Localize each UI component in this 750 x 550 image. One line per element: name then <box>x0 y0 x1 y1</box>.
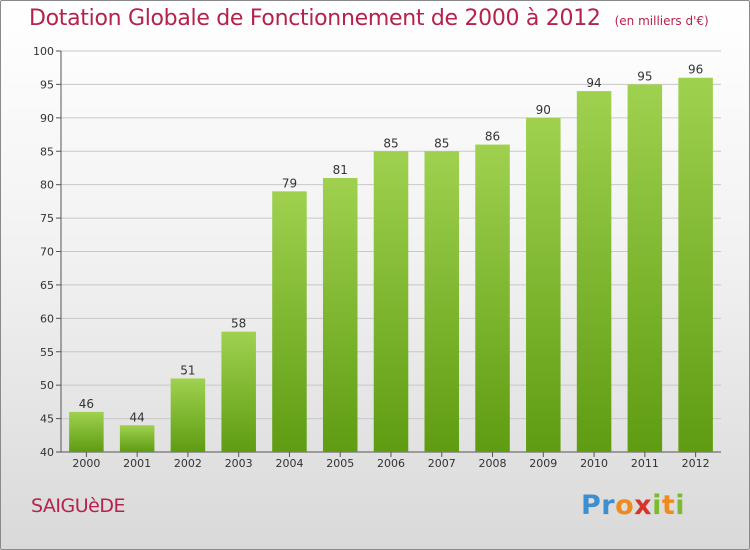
data-label: 95 <box>637 69 652 83</box>
data-label: 79 <box>282 176 297 190</box>
bar-2003 <box>221 331 256 452</box>
y-tick-label: 90 <box>40 112 54 125</box>
y-tick-label: 85 <box>40 145 54 158</box>
bars <box>69 77 713 453</box>
y-tick-label: 40 <box>40 446 54 459</box>
data-label: 46 <box>79 397 94 411</box>
data-label: 58 <box>231 317 246 331</box>
y-tick-label: 75 <box>40 212 54 225</box>
axes: 40 45 50 55 60 65 70 75 80 85 90 95 100 2000 2001 2002 2… <box>33 45 721 470</box>
x-tick-label: 2012 <box>682 457 710 470</box>
x-tick-label: 2004 <box>275 457 303 470</box>
x-tick-label: 2009 <box>529 457 557 470</box>
chart-title: Dotation Globale de Fonctionnement de 20… <box>29 6 709 31</box>
data-label: 51 <box>180 363 195 377</box>
x-tick-label: 2001 <box>123 457 151 470</box>
x-tick-label: 2007 <box>428 457 456 470</box>
data-label: 85 <box>383 136 398 150</box>
x-tick-label: 2008 <box>479 457 507 470</box>
y-tick-label: 45 <box>40 413 54 426</box>
y-tick-label: 70 <box>40 246 54 259</box>
bar-chart: 40 45 50 55 60 65 70 75 80 85 90 95 100 2000 2001 2002 2… <box>33 45 721 470</box>
data-label: 44 <box>130 410 145 424</box>
data-label: 81 <box>333 163 348 177</box>
bar-2007 <box>424 151 460 452</box>
y-tick-label: 95 <box>40 78 54 91</box>
y-tick-label: 60 <box>40 312 54 325</box>
x-tick-label: 2003 <box>225 457 253 470</box>
x-tick-label: 2010 <box>580 457 608 470</box>
y-tick-label: 80 <box>40 179 54 192</box>
x-tick-label: 2005 <box>326 457 354 470</box>
data-label: 96 <box>688 63 703 77</box>
bar-2001 <box>119 425 155 452</box>
commune-name: SAIGUèDE <box>31 495 125 517</box>
data-label: 94 <box>586 76 601 90</box>
bar-2008 <box>475 144 510 453</box>
bar-2011 <box>627 84 663 453</box>
bar-2010 <box>576 91 612 452</box>
bar-2000 <box>69 411 104 452</box>
data-label: 86 <box>485 130 500 144</box>
y-tick-label: 65 <box>40 279 54 292</box>
x-tick-label: 2000 <box>72 457 100 470</box>
y-tick-label: 55 <box>40 346 54 359</box>
bar-2009 <box>526 117 561 452</box>
bar-2012 <box>678 77 713 452</box>
x-tick-label: 2011 <box>631 457 659 470</box>
proxiti-logo[interactable]: Proxiti <box>581 490 686 521</box>
title-unit: (en milliers d'€) <box>614 14 709 28</box>
title-text: Dotation Globale de Fonctionnement de 20… <box>29 6 601 31</box>
x-tick-label: 2002 <box>174 457 202 470</box>
data-label: 90 <box>536 103 551 117</box>
x-tick-label: 2006 <box>377 457 405 470</box>
data-labels: 46 44 51 58 79 81 85 85 86 90 94 95 96 <box>79 63 704 425</box>
bar-2005 <box>322 177 358 452</box>
bar-2004 <box>272 191 307 452</box>
y-tick-label: 50 <box>40 379 54 392</box>
bar-2006 <box>373 151 409 452</box>
data-label: 85 <box>434 136 449 150</box>
bar-2002 <box>170 378 206 452</box>
y-tick-label: 100 <box>33 45 54 58</box>
